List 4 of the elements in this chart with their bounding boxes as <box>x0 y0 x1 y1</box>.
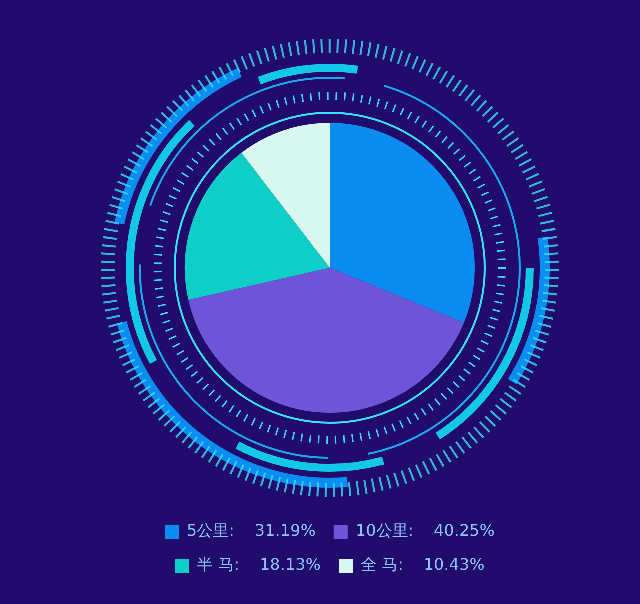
legend-label: 10公里: 40.25% <box>356 521 496 540</box>
legend-label: 半 马: 18.13% <box>197 555 321 574</box>
legend-label: 全 马: 10.43% <box>361 555 485 574</box>
legend-label: 5公里: 31.19% <box>186 521 316 540</box>
